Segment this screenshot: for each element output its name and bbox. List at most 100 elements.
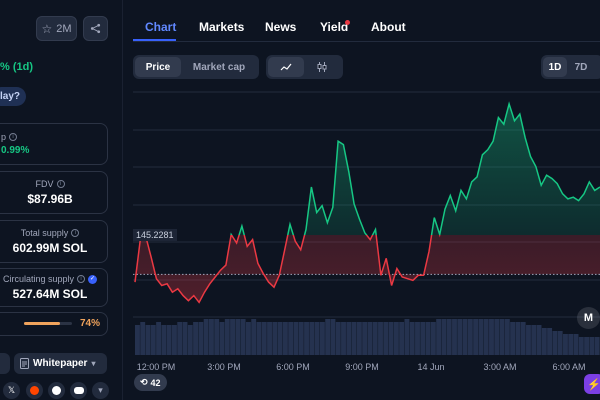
- area-above-baseline: [231, 103, 600, 235]
- marketcap-toggle-button[interactable]: Market cap: [192, 61, 246, 73]
- volume-bar: [214, 319, 220, 355]
- volume-bar: [568, 334, 574, 355]
- volume-bar: [145, 325, 151, 355]
- volume-bar: [531, 325, 537, 355]
- coinmarketcap-logo-icon: M: [577, 307, 600, 329]
- volume-bar: [457, 319, 463, 355]
- x-icon[interactable]: 𝕏: [3, 382, 20, 399]
- volume-bar: [520, 322, 526, 355]
- document-icon: [20, 358, 29, 369]
- volume-bar: [504, 319, 510, 355]
- prompt-pill[interactable]: lay?: [0, 87, 26, 106]
- info-icon[interactable]: i: [77, 275, 86, 283]
- history-icon: ⟲: [140, 377, 148, 387]
- range-7d-button[interactable]: 7D: [574, 61, 588, 73]
- reddit-icon[interactable]: [26, 382, 43, 399]
- volume-bar: [399, 322, 405, 355]
- volume-bar: [515, 322, 521, 355]
- verified-icon: ✓: [88, 274, 98, 284]
- tab-about[interactable]: About: [371, 20, 406, 34]
- panel-divider: [122, 0, 123, 400]
- volume-bar: [314, 322, 320, 355]
- tab-news[interactable]: News: [265, 20, 297, 34]
- volume-bar: [388, 322, 394, 355]
- history-button[interactable]: ⟲ 42: [134, 374, 167, 391]
- area-below-baseline: [135, 235, 600, 303]
- baseline-price-label: 145.2281: [133, 229, 177, 241]
- volume-bar: [140, 322, 146, 355]
- info-icon[interactable]: i: [56, 180, 65, 188]
- volume-bar: [135, 325, 140, 355]
- volume-bar: [182, 322, 188, 355]
- line-chart-button[interactable]: [268, 57, 304, 77]
- volume-bar: [430, 322, 436, 355]
- volume-bar: [362, 322, 368, 355]
- price-toggle-button[interactable]: Price: [135, 57, 181, 77]
- tab-yield[interactable]: Yield: [320, 20, 349, 34]
- volume-bar: [510, 322, 516, 355]
- watchlist-button[interactable]: ☆ 2M: [36, 16, 77, 41]
- stat-label: p: [1, 132, 7, 142]
- circulating-supply-label: Circulating supply: [2, 274, 75, 284]
- volume-bar: [267, 322, 272, 355]
- volume-bar: [557, 331, 563, 355]
- volume-bar: [499, 319, 505, 355]
- share-button[interactable]: [83, 16, 108, 41]
- supply-progress-bar: [24, 322, 72, 325]
- info-icon[interactable]: i: [71, 229, 80, 237]
- price-marketcap-toggle: Price Market cap: [133, 55, 259, 79]
- volume-bar: [467, 319, 473, 355]
- supply-progress-percent: 74%: [80, 318, 101, 329]
- volume-bar: [351, 322, 357, 355]
- volume-bars: [135, 319, 600, 355]
- tab-chart[interactable]: Chart: [145, 20, 177, 34]
- chevron-down-icon: ▾: [91, 359, 96, 368]
- tab-markets[interactable]: Markets: [199, 20, 245, 34]
- volume-bar: [293, 322, 299, 355]
- volume-bar: [547, 328, 553, 355]
- chart-type-toggle: [266, 55, 343, 79]
- circulating-supply-value: 527.64M SOL: [12, 287, 88, 301]
- volume-bar: [156, 322, 162, 355]
- total-supply-card: Total supply i 602.99M SOL: [0, 220, 108, 263]
- volume-bar: [219, 322, 225, 355]
- discord-icon[interactable]: [70, 382, 87, 399]
- volume-bar: [203, 319, 209, 355]
- info-icon[interactable]: i: [9, 133, 18, 141]
- volume-bar: [198, 322, 204, 355]
- whitepaper-label: Whitepaper: [33, 358, 88, 369]
- volume-bar: [441, 319, 447, 355]
- volume-bar: [436, 319, 442, 355]
- volume-bar: [526, 325, 531, 355]
- volume-bar: [494, 319, 500, 355]
- bolt-icon[interactable]: ⚡: [584, 374, 600, 394]
- x-axis-tick-label: 3:00 PM: [207, 362, 241, 372]
- volume-bar: [171, 325, 177, 355]
- tab-bar: [133, 0, 600, 42]
- chevron-down-icon[interactable]: ▾: [92, 382, 109, 399]
- volume-bar: [161, 325, 167, 355]
- volume-bar: [235, 319, 241, 355]
- notification-dot: [345, 20, 350, 25]
- volume-bar: [367, 322, 373, 355]
- volume-bar: [304, 322, 309, 355]
- volume-bar: [177, 322, 183, 355]
- github-icon[interactable]: [48, 382, 65, 399]
- x-axis-tick-label: 14 Jun: [417, 362, 445, 372]
- volume-bar: [251, 319, 257, 355]
- volume-bar: [552, 331, 558, 355]
- volume-bar: [483, 319, 489, 355]
- candlestick-button[interactable]: [304, 57, 340, 77]
- range-1d-button[interactable]: 1D: [543, 57, 567, 77]
- volume-bar: [335, 322, 341, 355]
- volume-bar: [193, 322, 199, 355]
- volume-bar: [288, 322, 294, 355]
- x-axis-tick-label: 3:00 AM: [483, 362, 517, 372]
- volume-bar: [462, 319, 468, 355]
- whitepaper-button[interactable]: Whitepaper ▾: [14, 353, 107, 374]
- link-chip-partial[interactable]: [0, 353, 10, 374]
- line-chart-icon: [280, 63, 292, 71]
- volume-bar: [536, 325, 542, 355]
